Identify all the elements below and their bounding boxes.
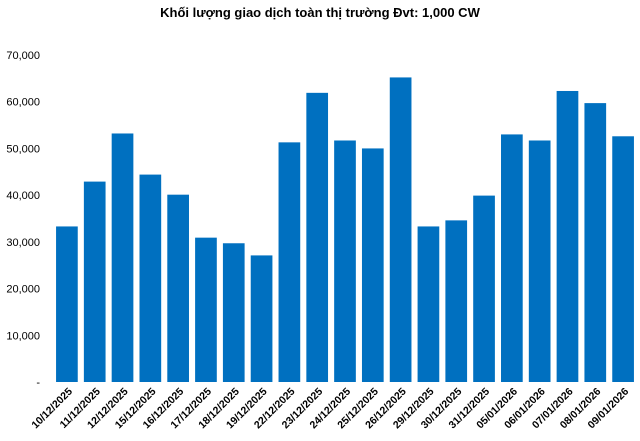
bar [445, 220, 468, 382]
bar [83, 181, 106, 382]
chart-title: Khối lượng giao dịch toàn thị trường Đvt… [160, 5, 480, 20]
bar [501, 134, 523, 382]
bar [306, 92, 329, 383]
bar [389, 77, 412, 383]
bar [139, 174, 162, 382]
y-tick-label: 10,000 [6, 330, 40, 342]
bar [417, 226, 440, 382]
bar [56, 226, 78, 382]
bars [56, 77, 634, 383]
y-tick-label: 30,000 [6, 237, 40, 249]
bar [528, 140, 551, 382]
x-axis: 10/12/202511/12/202512/12/202515/12/2025… [29, 386, 631, 432]
y-tick-label: 20,000 [6, 284, 40, 296]
bar [278, 142, 301, 382]
bar [111, 133, 134, 382]
bar [195, 237, 217, 382]
bar [473, 195, 495, 382]
y-axis: - 10,000 20,000 30,000 40,000 50,000 60,000 70,… [6, 50, 40, 389]
bar [222, 243, 245, 382]
y-tick-label: 50,000 [6, 143, 40, 155]
bar [250, 255, 273, 382]
bar [334, 140, 356, 382]
y-tick-label: 60,000 [6, 97, 40, 109]
bar [167, 194, 189, 382]
y-tick-label: - [36, 377, 40, 389]
bar [612, 136, 634, 382]
bar [556, 90, 579, 382]
bar [361, 148, 384, 382]
bar [584, 103, 607, 382]
y-tick-label: 40,000 [6, 190, 40, 202]
y-tick-label: 70,000 [6, 50, 40, 62]
